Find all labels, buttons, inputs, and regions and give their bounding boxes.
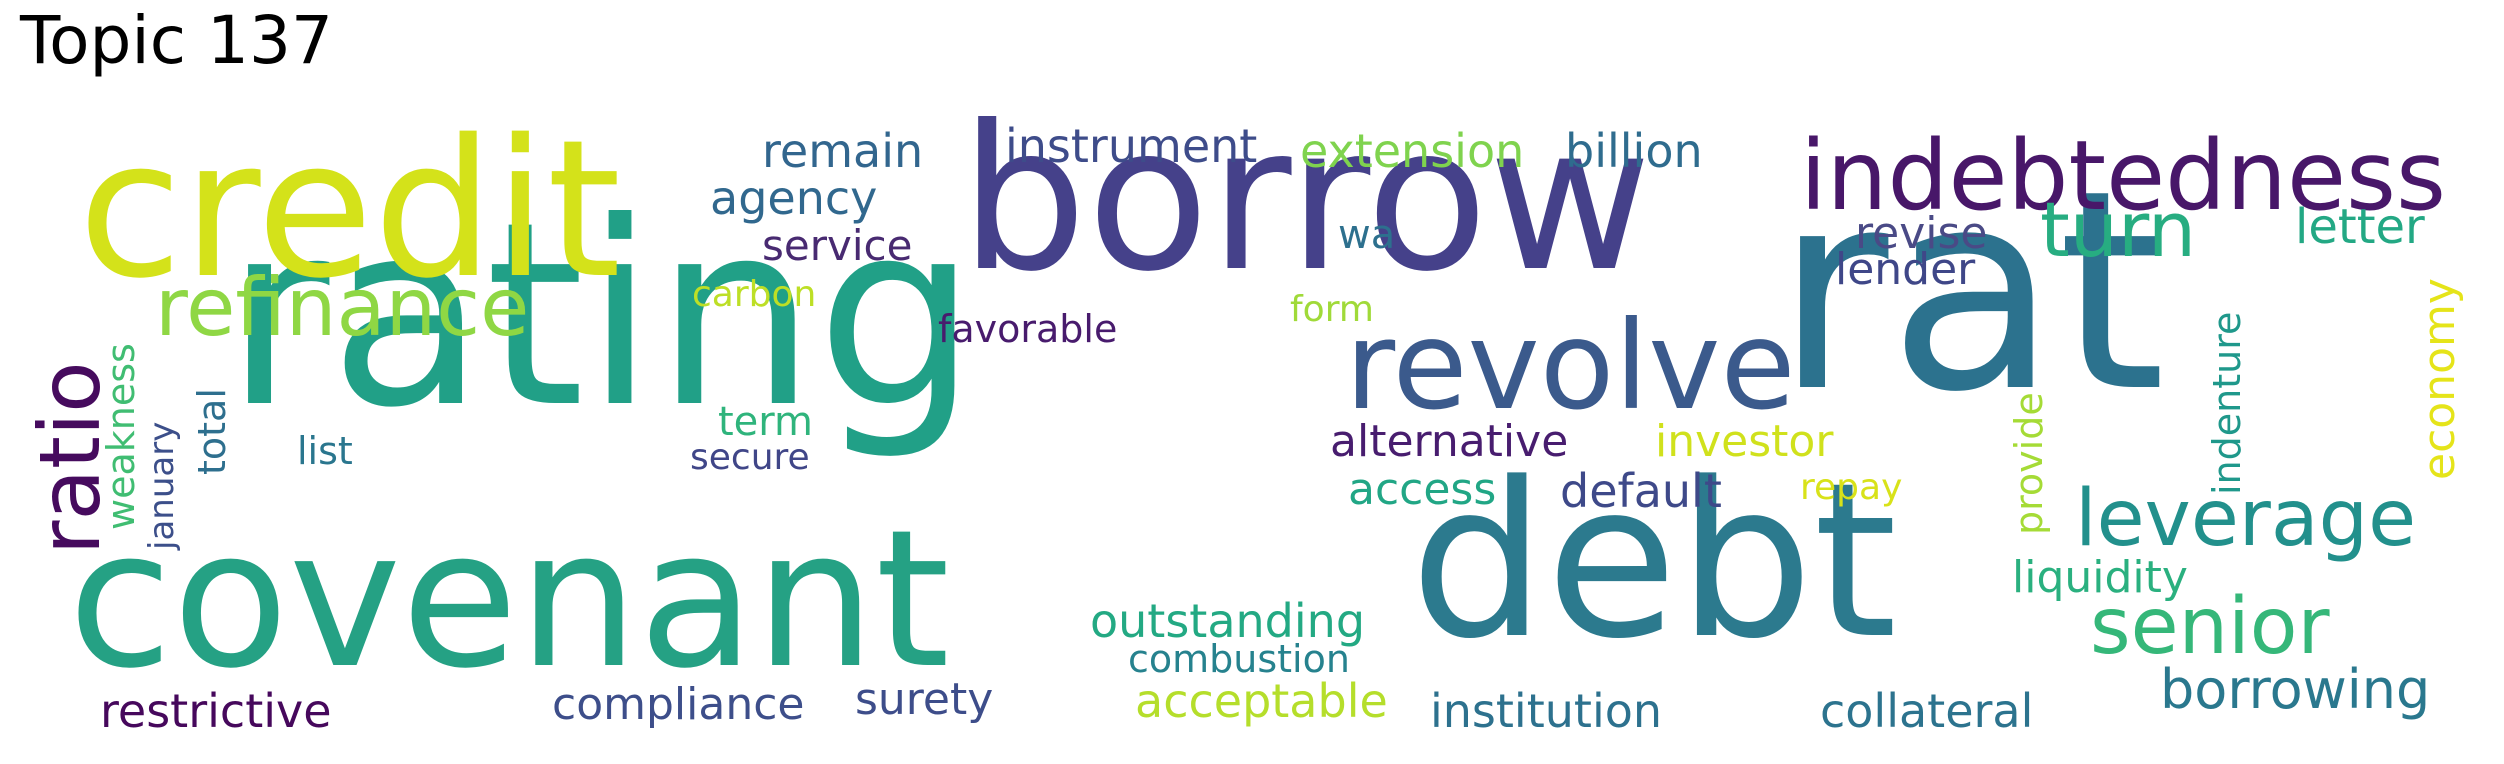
word-lender: lender: [1835, 244, 1976, 295]
word-service: service: [762, 221, 913, 270]
word-billion: billion: [1565, 124, 1703, 178]
word-rating: rating: [225, 167, 978, 463]
word-access: access: [1348, 464, 1497, 515]
word-rat: rat: [1775, 132, 2166, 453]
word-alternative: alternative: [1330, 416, 1569, 467]
word-letter: letter: [2295, 199, 2425, 255]
word-indebtedness: indebtedness: [1800, 120, 2447, 232]
word-instrument: instrument: [1005, 119, 1258, 173]
word-collateral: collateral: [1820, 684, 2034, 738]
word-surety: surety: [855, 674, 994, 725]
word-indenture: indenture: [2205, 311, 2249, 495]
word-institution: institution: [1430, 684, 1663, 738]
word-compliance: compliance: [552, 679, 805, 730]
word-acceptable: acceptable: [1135, 674, 1388, 728]
word-agency: agency: [710, 171, 878, 225]
word-combustion: combustion: [1128, 637, 1350, 681]
word-investor: investor: [1655, 416, 1834, 467]
word-restrictive: restrictive: [100, 684, 332, 738]
word-covenant: covenant: [68, 489, 950, 710]
word-term: term: [718, 399, 813, 445]
word-revise: revise: [1855, 208, 1988, 259]
word-default: default: [1560, 464, 1722, 518]
word-leverage: leverage: [2075, 474, 2417, 564]
word-provide: provide: [2007, 392, 2051, 535]
word-turn: turn: [2040, 185, 2197, 274]
word-remain: remain: [762, 124, 924, 178]
word-liquidity: liquidity: [2012, 552, 2188, 603]
word-economy: economy: [2414, 278, 2465, 480]
word-wa: wa: [1338, 212, 1396, 258]
word-list: list: [297, 429, 353, 473]
word-weakness: weakness: [99, 343, 143, 530]
word-secure: secure: [690, 437, 810, 478]
word-carbon: carbon: [692, 274, 817, 315]
word-credit: credit: [78, 99, 622, 320]
word-form: form: [1290, 289, 1374, 330]
word-refinance: refinance: [155, 261, 530, 354]
word-total: total: [190, 388, 234, 475]
word-outstanding: outstanding: [1090, 594, 1366, 648]
word-senior: senior: [2090, 582, 2330, 672]
word-january: january: [142, 421, 182, 550]
word-extension: extension: [1300, 124, 1525, 178]
word-borrow: borrow: [960, 83, 1652, 316]
word-favorable: favorable: [938, 307, 1118, 351]
word-repay: repay: [1800, 467, 1903, 508]
word-borrowing: borrowing: [2160, 658, 2431, 721]
chart-title: Topic 137: [20, 2, 333, 79]
word-debt: debt: [1410, 437, 1898, 686]
word-revolve: revolve: [1345, 295, 1796, 437]
